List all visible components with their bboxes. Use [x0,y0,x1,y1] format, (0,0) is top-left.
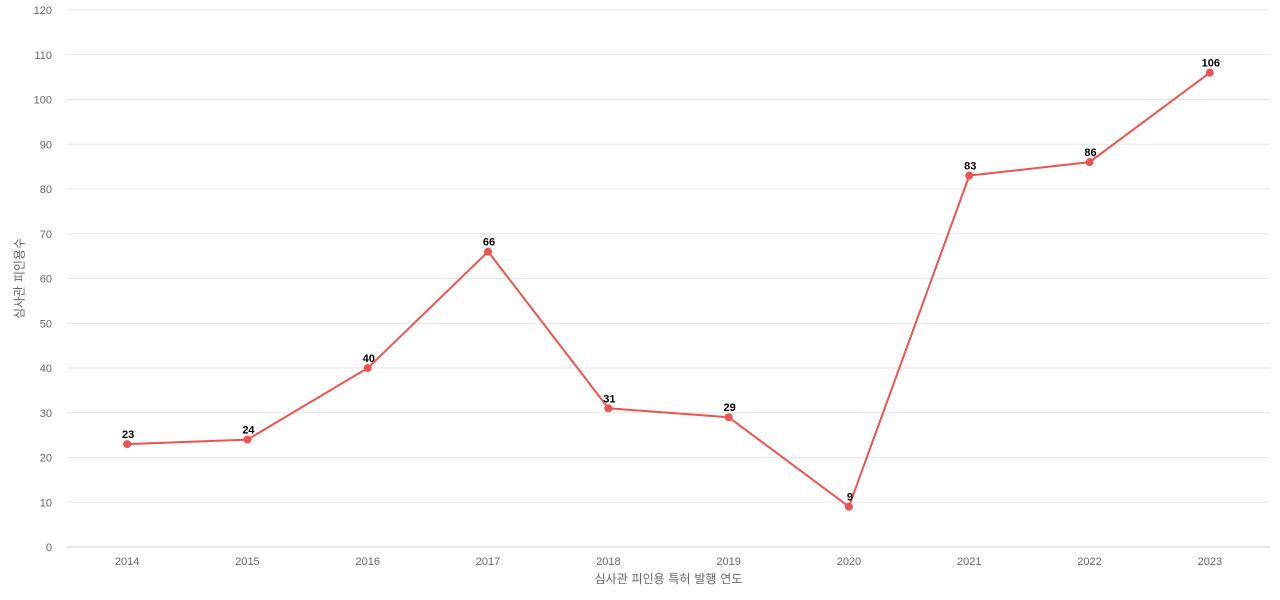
data-labels: 23 24 40 66 31 29 9 83 86 106 [122,58,1220,504]
grid-layer [67,9,1270,548]
data-points [123,68,1214,511]
x-tick-label: 2023 [1198,556,1222,568]
y-tick-label: 120 [34,5,52,17]
data-point [123,440,132,449]
x-tick-label: 2014 [115,556,139,568]
x-tick-label: 2019 [716,556,740,568]
x-tick-labels: 2014 2015 2016 2017 2018 2019 2020 2021 2022 2023 [115,556,1222,568]
data-label: 86 [1084,147,1096,159]
y-tick-label: 80 [40,184,52,196]
data-point [484,247,493,256]
y-tick-label: 20 [40,453,52,465]
y-tick-label: 90 [40,139,52,151]
y-tick-label: 50 [40,318,52,330]
x-tick-label: 2021 [957,556,981,568]
series-line [127,71,1211,509]
data-point [1205,68,1214,77]
data-point [844,502,853,511]
y-tick-label: 100 [34,95,52,107]
y-tick-label: 110 [34,50,52,62]
data-label: 83 [964,161,976,173]
y-tick-label: 30 [40,408,52,420]
x-tick-label: 2016 [356,556,380,568]
data-point [363,364,372,372]
data-point [1085,158,1094,167]
data-label: 40 [363,353,375,365]
x-tick-label: 2020 [837,556,861,568]
data-point [243,435,252,444]
data-point [604,404,613,413]
data-point [965,171,974,180]
y-axis-title: 심사관 피인용수 [13,238,27,319]
y-tick-label: 40 [40,363,52,375]
y-tick-label: 10 [40,497,52,509]
x-axis-title: 심사관 피인용 특허 발행 연도 [595,571,743,586]
data-label: 9 [847,492,853,504]
data-label: 29 [724,402,736,414]
data-label: 31 [603,393,615,405]
data-label: 66 [483,237,495,249]
y-tick-label: 0 [46,542,52,554]
y-tick-labels: 0 10 20 30 40 50 60 70 80 90 100 110 120 [34,5,52,554]
data-label: 23 [122,429,134,441]
data-point [724,413,733,422]
data-label: 24 [242,425,255,437]
data-label: 106 [1202,58,1220,70]
y-tick-label: 70 [40,229,52,241]
x-tick-label: 2017 [476,556,500,568]
x-tick-label: 2022 [1077,556,1101,568]
y-tick-label: 60 [40,274,52,286]
x-tick-label: 2018 [596,556,620,568]
x-tick-label: 2015 [235,556,259,568]
